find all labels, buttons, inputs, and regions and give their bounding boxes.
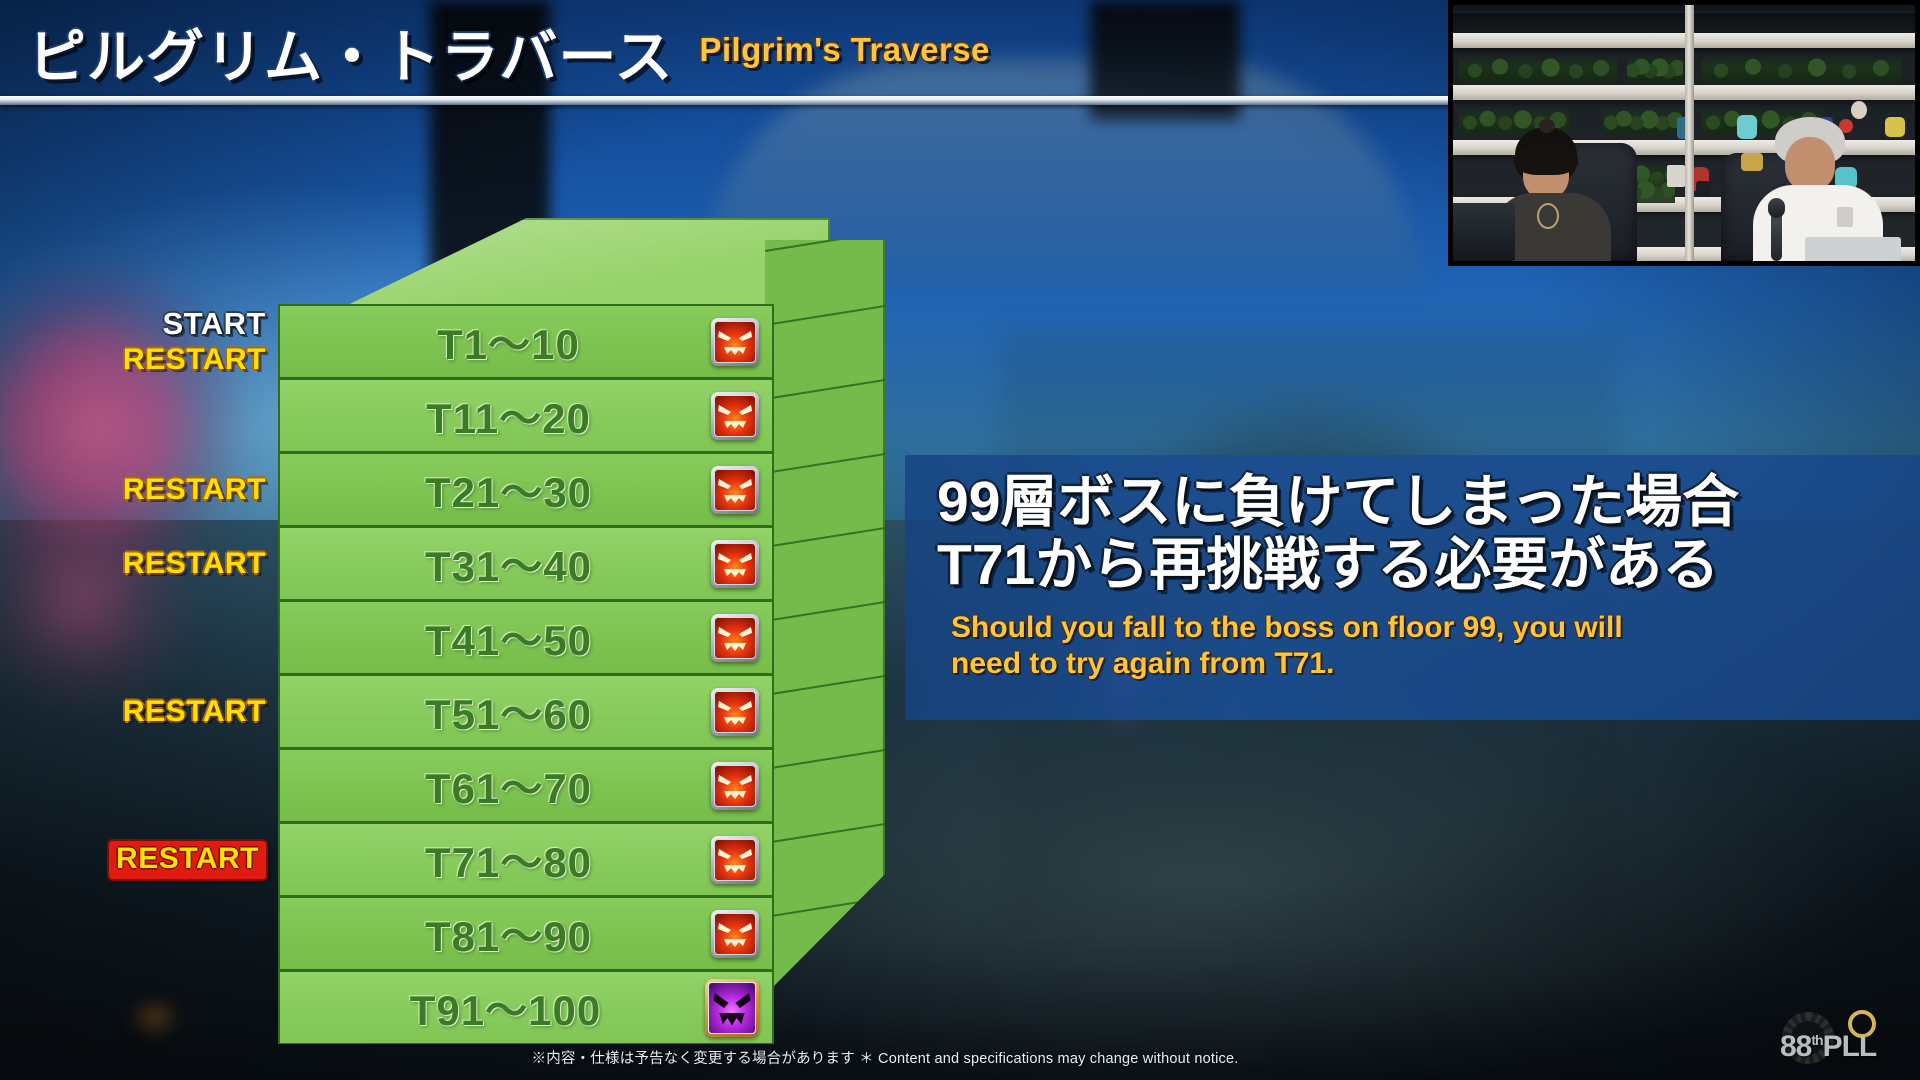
shelf-1 bbox=[1453, 33, 1915, 48]
shelf-toy-9 bbox=[1835, 167, 1857, 189]
tower-floor-row[interactable]: RESTART T21〜30 bbox=[123, 452, 774, 526]
lantern-glow bbox=[120, 990, 190, 1045]
shelf-photo bbox=[1667, 165, 1685, 187]
floor-range-label: T41〜50 bbox=[424, 617, 593, 664]
restart-marker: RESTART bbox=[123, 694, 266, 728]
floor-range-label: T21〜30 bbox=[424, 469, 593, 516]
laptop-right bbox=[1805, 237, 1901, 261]
caption-jp-line1: 99層ボスに負けてしまった場合 bbox=[937, 470, 1740, 534]
cherry-blossom-lower bbox=[0, 480, 200, 720]
boss-icon-face bbox=[714, 320, 756, 363]
tower-floor-row[interactable]: T81〜90 bbox=[278, 896, 774, 970]
shelf-gap-0 bbox=[1453, 13, 1915, 33]
floor-range-label: T51〜60 bbox=[424, 691, 593, 738]
tower-side-lines bbox=[765, 240, 885, 995]
shelf-divider-post bbox=[1685, 5, 1694, 261]
start-marker: START bbox=[162, 306, 266, 341]
webcam-overlay bbox=[1448, 0, 1920, 266]
boss-icon-face bbox=[714, 616, 756, 659]
shelf-toy-5 bbox=[1839, 119, 1853, 133]
shelf-2 bbox=[1453, 85, 1915, 100]
tower-side-wall bbox=[765, 240, 885, 995]
boss-icon bbox=[711, 835, 759, 884]
tower-top-highlight bbox=[324, 218, 830, 316]
tower-floor-row[interactable]: T41〜50 bbox=[278, 600, 774, 674]
page-title-en: Pilgrim's Traverse bbox=[699, 31, 990, 68]
restart-marker-highlighted: RESTART bbox=[109, 840, 266, 879]
pll-logo: 88thPLL bbox=[1780, 1005, 1906, 1066]
person-right-shirt-print bbox=[1837, 207, 1853, 227]
foliage-2b bbox=[1603, 107, 1683, 133]
person-left-bangs bbox=[1514, 143, 1578, 175]
restart-marker: RESTART bbox=[123, 546, 266, 580]
boss-icon bbox=[711, 687, 759, 736]
restart-marker: RESTART bbox=[123, 343, 266, 376]
boss-icon bbox=[711, 317, 759, 366]
tower-diagram: START RESTART T1〜10 T11〜20 RESTART T21〜30 REST… bbox=[109, 218, 898, 1044]
person-right-face bbox=[1785, 137, 1835, 191]
foliage-1a bbox=[1459, 55, 1617, 81]
boss-icon-face bbox=[714, 838, 756, 881]
caption-jp-line2: T71から再挑戦する必要がある bbox=[937, 533, 1720, 598]
pll-logo-text: 88thPLL bbox=[1780, 1030, 1906, 1064]
pll-logo-number: 88 bbox=[1780, 1030, 1812, 1063]
tower-floor-row[interactable]: RESTART T71〜80 bbox=[109, 822, 774, 896]
boss-icon bbox=[711, 391, 759, 440]
boss-icon bbox=[711, 613, 759, 662]
floor-range-label: T71〜80 bbox=[424, 839, 593, 886]
floor-range-label: T81〜90 bbox=[424, 913, 593, 960]
caption-en-line1: Should you fall to the boss on floor 99,… bbox=[951, 610, 1623, 644]
disclaimer-text: ※内容・仕様は予告なく変更する場合があります ＊ Content and spe… bbox=[531, 1051, 1239, 1067]
title-bar: ピルグリム・トラバース Pilgrim's Traverse bbox=[0, 0, 1920, 104]
page-title-jp: ピルグリム・トラバース bbox=[28, 25, 674, 90]
final-boss-icon-face bbox=[708, 981, 756, 1034]
boss-icon-face bbox=[714, 912, 756, 955]
boss-icon-face bbox=[714, 764, 756, 807]
floor-marker-group: START RESTART bbox=[123, 308, 266, 375]
laptop-left bbox=[1453, 203, 1515, 261]
caption-panel: 99層ボスに負けてしまった場合 T71から再挑戦する必要がある Should y… bbox=[905, 455, 1920, 720]
tower-floor-row[interactable]: T91〜100 bbox=[278, 970, 774, 1044]
shelf-toy-6 bbox=[1885, 117, 1905, 137]
tower-floor-row[interactable]: T11〜20 bbox=[278, 378, 774, 452]
tower-top-cap bbox=[278, 218, 830, 316]
boss-icon bbox=[711, 465, 759, 514]
tower-floor-stack: START RESTART T1〜10 T11〜20 RESTART T21〜30 REST… bbox=[109, 304, 774, 1044]
restart-marker: RESTART bbox=[123, 472, 266, 506]
pll-logo-name: PLL bbox=[1822, 1030, 1878, 1063]
boss-icon bbox=[711, 909, 759, 958]
gear-icon bbox=[1782, 1012, 1834, 1064]
tower-floor-row[interactable]: T61〜70 bbox=[278, 748, 774, 822]
foliage-1b bbox=[1627, 55, 1683, 81]
floor-range-label: T31〜40 bbox=[424, 543, 593, 590]
boss-icon-face bbox=[714, 394, 756, 437]
microphone bbox=[1768, 198, 1785, 261]
boss-icon bbox=[711, 539, 759, 588]
tower-floor-row[interactable]: START RESTART T1〜10 bbox=[123, 304, 774, 378]
person-left-bun bbox=[1539, 119, 1555, 133]
tower-floor-row[interactable]: RESTART T51〜60 bbox=[123, 674, 774, 748]
boss-icon-face bbox=[714, 542, 756, 585]
tower-floor-row[interactable]: RESTART T31〜40 bbox=[123, 526, 774, 600]
floor-range-label: T61〜70 bbox=[424, 765, 593, 812]
foliage-1c bbox=[1701, 55, 1901, 81]
shelf-toy-3 bbox=[1737, 115, 1757, 139]
floor-range-label: T1〜10 bbox=[437, 321, 580, 368]
caption-en-line2: need to try again from T71. bbox=[951, 647, 1335, 681]
shelf-toy-1 bbox=[1851, 101, 1867, 119]
boss-icon bbox=[711, 761, 759, 810]
floor-range-label: T11〜20 bbox=[426, 395, 591, 442]
webcam-scene bbox=[1453, 5, 1915, 261]
final-boss-icon bbox=[705, 978, 759, 1037]
chair-right-logo bbox=[1741, 153, 1763, 171]
boss-icon-face bbox=[714, 690, 756, 733]
floor-range-label: T91〜100 bbox=[409, 987, 602, 1034]
shelf-toy-8 bbox=[1696, 181, 1710, 197]
crown-icon bbox=[1848, 1005, 1880, 1038]
person-left-necklace bbox=[1537, 203, 1559, 229]
caption-en: Should you fall to the boss on floor 99,… bbox=[951, 610, 1894, 683]
boss-icon-face bbox=[714, 468, 756, 511]
pll-logo-suffix: th bbox=[1811, 1032, 1823, 1048]
